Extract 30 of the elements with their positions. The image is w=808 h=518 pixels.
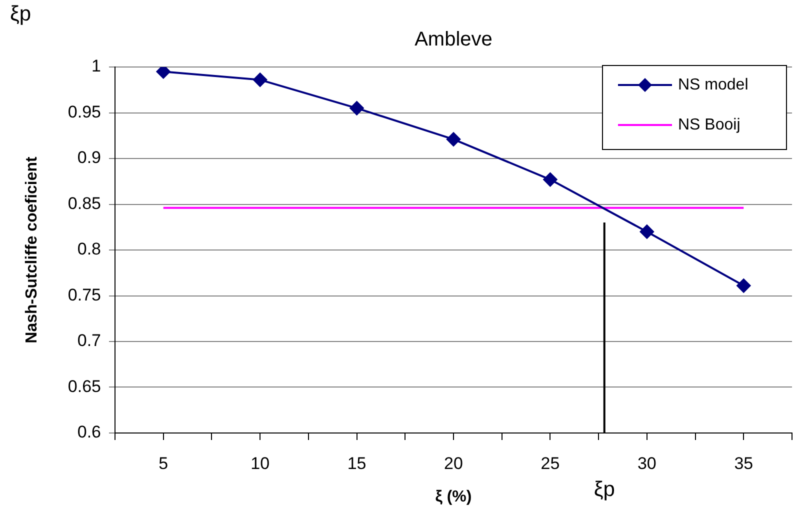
point bbox=[156, 67, 170, 79]
x-tick-label: 35 bbox=[734, 454, 754, 473]
x-tick-label: 15 bbox=[347, 454, 366, 473]
x-tick-label: 25 bbox=[540, 454, 560, 473]
y-tick-label: 0.95 bbox=[68, 102, 101, 122]
y-tick-label: 0.65 bbox=[68, 376, 101, 396]
annotation: ξp bbox=[594, 478, 615, 501]
legend-label: NS model bbox=[678, 76, 748, 94]
legend-label: NS Booij bbox=[678, 116, 740, 134]
text: ξp bbox=[10, 2, 32, 26]
x-axis-title: ξ (%) bbox=[435, 488, 472, 506]
y-tick-label: 0.7 bbox=[77, 331, 101, 350]
y-tick-label: 1 bbox=[92, 56, 101, 76]
y-tick-label: 0.6 bbox=[77, 422, 101, 442]
x-tick-label: 5 bbox=[158, 454, 168, 473]
point bbox=[640, 224, 654, 239]
x-tick-label: 20 bbox=[444, 454, 463, 473]
point bbox=[253, 72, 268, 87]
point bbox=[350, 101, 364, 116]
y-tick-label: 0.75 bbox=[68, 285, 101, 304]
y-tick-label: 0.85 bbox=[68, 194, 101, 213]
y-tick-label: 0.8 bbox=[77, 240, 101, 259]
chart-title: Ambleve bbox=[414, 28, 492, 51]
point bbox=[736, 278, 751, 293]
x-tick-label: 10 bbox=[250, 454, 270, 473]
x-tick-label: 30 bbox=[637, 454, 656, 473]
y-tick-label: 0.9 bbox=[77, 148, 101, 168]
y-axis-title: Nash-Sutcliffe coeficient bbox=[23, 156, 40, 344]
point bbox=[543, 172, 558, 187]
point bbox=[446, 132, 460, 146]
